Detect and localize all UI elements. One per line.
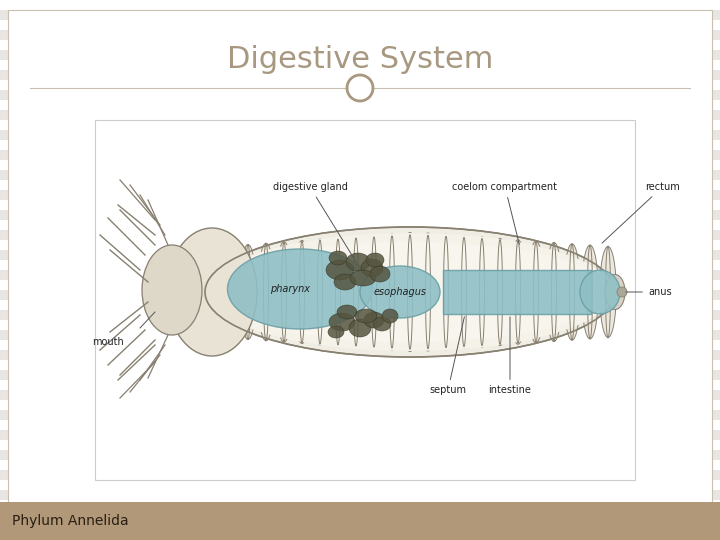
Ellipse shape	[326, 260, 354, 280]
Ellipse shape	[580, 270, 620, 314]
Ellipse shape	[366, 253, 384, 267]
Ellipse shape	[510, 240, 526, 345]
Ellipse shape	[142, 245, 202, 335]
Bar	[0, 530, 720, 540]
Text: esophagus: esophagus	[374, 287, 426, 297]
Ellipse shape	[294, 240, 310, 343]
Ellipse shape	[360, 266, 440, 318]
Bar	[0, 350, 720, 360]
Ellipse shape	[337, 305, 357, 319]
Ellipse shape	[209, 242, 611, 342]
Ellipse shape	[329, 313, 355, 331]
Bar	[0, 130, 720, 140]
Ellipse shape	[167, 228, 257, 356]
Bar	[0, 290, 720, 300]
Ellipse shape	[370, 266, 390, 282]
Ellipse shape	[438, 234, 454, 350]
Ellipse shape	[600, 246, 616, 338]
Text: septum: septum	[430, 316, 467, 395]
Ellipse shape	[366, 235, 382, 349]
Ellipse shape	[334, 274, 356, 290]
Text: anus: anus	[626, 287, 672, 297]
Bar	[0, 70, 720, 80]
Text: coelom compartment: coelom compartment	[452, 182, 557, 244]
Ellipse shape	[276, 242, 292, 342]
Ellipse shape	[373, 317, 391, 331]
Bar	[0, 110, 720, 120]
Bar	[0, 90, 720, 100]
Ellipse shape	[350, 270, 376, 286]
Bar	[0, 370, 720, 380]
Ellipse shape	[205, 227, 615, 357]
Ellipse shape	[355, 309, 377, 323]
Bar	[0, 150, 720, 160]
Bar	[0, 310, 720, 320]
Bar	[0, 230, 720, 240]
Bar	[0, 190, 720, 200]
Ellipse shape	[564, 244, 580, 340]
Bar	[0, 450, 720, 460]
Ellipse shape	[330, 238, 346, 346]
Ellipse shape	[420, 233, 436, 351]
Bar	[0, 10, 720, 20]
Text: intestine: intestine	[489, 317, 531, 395]
Ellipse shape	[361, 259, 383, 277]
Circle shape	[347, 75, 373, 101]
Ellipse shape	[456, 235, 472, 348]
Bar	[0, 50, 720, 60]
Bar	[0, 170, 720, 180]
Ellipse shape	[348, 237, 364, 348]
Text: Phylum Annelida: Phylum Annelida	[12, 514, 129, 528]
Ellipse shape	[228, 249, 372, 329]
Ellipse shape	[258, 243, 274, 341]
Bar	[0, 390, 720, 400]
Bar	[0, 430, 720, 440]
Ellipse shape	[349, 319, 371, 337]
Ellipse shape	[364, 312, 384, 328]
Bar	[0, 210, 720, 220]
Ellipse shape	[402, 232, 418, 352]
Bar	[0, 330, 720, 340]
Ellipse shape	[329, 251, 347, 265]
Bar	[0, 490, 720, 500]
Ellipse shape	[492, 238, 508, 346]
Text: pharynx: pharynx	[270, 284, 310, 294]
Text: rectum: rectum	[602, 182, 680, 243]
Bar	[0, 510, 720, 520]
Ellipse shape	[546, 242, 562, 342]
Ellipse shape	[346, 253, 370, 271]
Ellipse shape	[528, 241, 544, 343]
Bar	[0, 470, 720, 480]
Text: digestive gland: digestive gland	[273, 182, 356, 262]
Circle shape	[617, 287, 627, 297]
Ellipse shape	[207, 233, 613, 351]
Ellipse shape	[384, 234, 400, 350]
Ellipse shape	[240, 245, 256, 340]
Ellipse shape	[382, 309, 398, 323]
Bar	[0, 250, 720, 260]
Bar	[0, 30, 720, 40]
Bar	[0, 410, 720, 420]
Bar	[95, 120, 635, 480]
Ellipse shape	[312, 239, 328, 345]
Ellipse shape	[328, 326, 344, 338]
Ellipse shape	[605, 274, 625, 309]
Ellipse shape	[582, 245, 598, 339]
Ellipse shape	[474, 237, 490, 347]
Bar	[443, 270, 591, 314]
Bar	[0, 270, 720, 280]
Text: Digestive System: Digestive System	[227, 45, 493, 75]
Text: mouth: mouth	[92, 337, 124, 347]
Bar	[0, 502, 720, 540]
